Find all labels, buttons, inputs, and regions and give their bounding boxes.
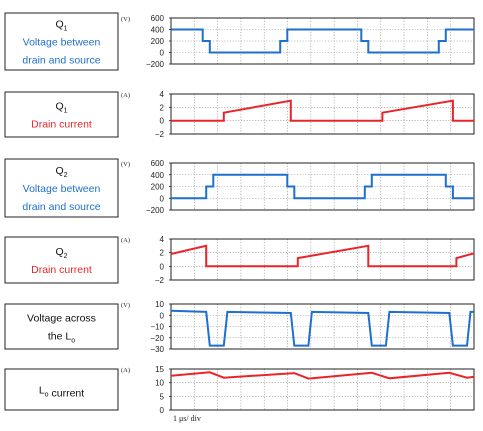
axis-unit: (A)	[121, 367, 130, 374]
label-line: Q1	[55, 101, 67, 115]
label-text: Voltage between	[23, 37, 101, 49]
plot-frame	[170, 93, 475, 135]
label-text: Drain current	[31, 119, 92, 131]
plot-frame	[170, 368, 475, 411]
label-subscript: 1	[64, 108, 68, 115]
axis-unit: (V)	[121, 302, 130, 309]
y-tick-label: −2	[155, 276, 165, 285]
y-tick-label: 0	[160, 262, 165, 271]
label-line: Drain current	[31, 119, 92, 131]
label-text: Voltage across	[27, 313, 96, 325]
y-tick-label: 0	[160, 194, 165, 203]
axis-unit: (V)	[121, 16, 130, 23]
label-text: current	[49, 388, 85, 400]
waveform-line	[171, 99, 474, 122]
label-line: Q1	[55, 19, 67, 33]
panel-3: Q2 Voltage between drain and source (V) 600 4…	[4, 158, 475, 218]
y-tick-label: 600	[151, 14, 165, 23]
plot-frame	[170, 238, 475, 281]
y-tick-label: 200	[151, 37, 165, 46]
panel-2: Q1 Drain current (A) 4 2 0 −2	[4, 90, 475, 139]
axis-unit: (A)	[121, 92, 130, 99]
label-text: drain and source	[22, 55, 100, 67]
waveform-line	[170, 309, 474, 347]
label-line: the Lo	[48, 331, 75, 345]
label-text: the L	[48, 331, 72, 343]
y-tick-label: −10	[150, 323, 164, 332]
label-text: Voltage between	[23, 183, 101, 195]
y-tick-label: −30	[150, 345, 164, 354]
label-box	[4, 91, 119, 138]
label-line: drain and source	[22, 55, 100, 67]
waveform-line	[170, 371, 475, 380]
y-tick-label: −20	[150, 334, 164, 343]
y-tick-label: 0	[160, 49, 165, 58]
panel-6: Lo current (A) 15 10 5 0	[4, 365, 475, 415]
label-line: Voltage across	[27, 313, 96, 325]
y-tick-label: 400	[151, 26, 165, 35]
label-line: Voltage between	[23, 37, 101, 49]
y-tick-label: 400	[151, 171, 165, 180]
label-line: Lo current	[39, 385, 84, 400]
label-text: Q	[55, 246, 63, 258]
label-subscript: 1	[64, 26, 68, 33]
y-tick-label: −2	[155, 130, 165, 139]
waveform-line	[171, 28, 474, 54]
label-text: Drain current	[31, 264, 92, 276]
panel-1: Q1 Voltage between drain and source (V) 600 4…	[4, 12, 475, 71]
y-tick-label: 0	[160, 117, 165, 126]
label-text: Q	[55, 165, 63, 177]
y-tick-label: 10	[155, 379, 164, 388]
y-tick-label: 600	[151, 159, 165, 168]
y-tick-label: 5	[160, 392, 165, 401]
y-tick-label: 2	[160, 249, 165, 258]
label-subscript: o	[45, 392, 49, 399]
label-subscript: 2	[64, 172, 68, 179]
time-scale-label: 1 μs/ div	[173, 414, 201, 423]
axis-unit: (V)	[121, 161, 130, 168]
axis-unit: (A)	[121, 237, 130, 244]
label-text: L	[39, 385, 45, 397]
panel-5: Voltage across the Lo (V) 10 0 −10 −20 −30	[4, 300, 475, 354]
y-tick-label: 10	[155, 300, 164, 309]
label-box	[4, 158, 119, 218]
y-tick-label: 15	[155, 365, 164, 374]
y-tick-label: 200	[151, 183, 165, 192]
waveform-line	[170, 244, 475, 268]
label-subscript: 2	[64, 253, 68, 260]
y-tick-label: 4	[160, 235, 165, 244]
y-tick-label: −200	[146, 60, 165, 69]
y-tick-label: 0	[160, 406, 165, 415]
label-box	[4, 303, 119, 350]
y-tick-label: 2	[160, 103, 165, 112]
label-box	[4, 368, 119, 411]
label-line: Q2	[55, 165, 67, 179]
y-tick-label: 4	[160, 90, 165, 99]
label-line: Voltage between	[23, 183, 101, 195]
label-text: drain and source	[22, 201, 100, 213]
label-line: Drain current	[31, 264, 92, 276]
label-line: Q2	[55, 246, 67, 260]
label-line: drain and source	[22, 201, 100, 213]
y-tick-label: −200	[146, 206, 165, 215]
waveform-line	[171, 173, 474, 200]
label-text: Q	[55, 101, 63, 113]
label-box	[4, 12, 119, 71]
y-tick-label: 0	[160, 311, 165, 320]
label-subscript: o	[71, 338, 75, 345]
label-text: Q	[55, 19, 63, 31]
label-box	[4, 236, 119, 284]
